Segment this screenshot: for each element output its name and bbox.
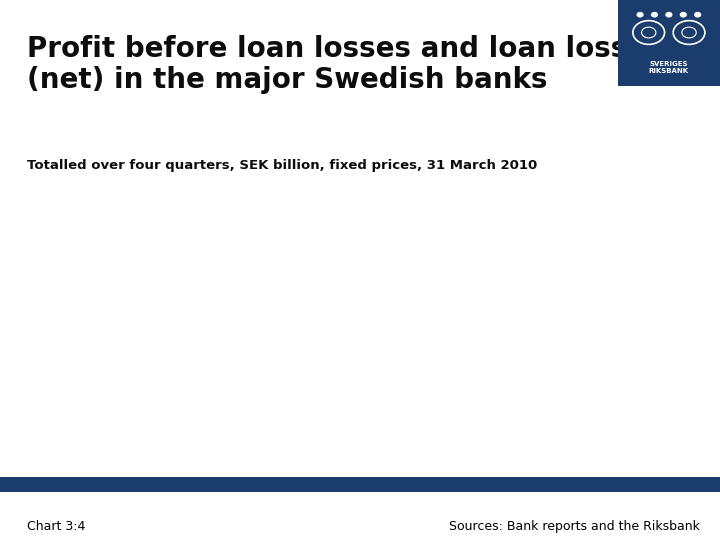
Circle shape (666, 12, 672, 17)
Circle shape (680, 12, 686, 17)
Text: Profit before loan losses and loan losses
(net) in the major Swedish banks: Profit before loan losses and loan losse… (27, 35, 663, 94)
Text: Sources: Bank reports and the Riksbank: Sources: Bank reports and the Riksbank (449, 520, 700, 533)
Bar (0, 477, 720, 492)
Circle shape (652, 12, 657, 17)
Text: Totalled over four quarters, SEK billion, fixed prices, 31 March 2010: Totalled over four quarters, SEK billion… (27, 159, 538, 172)
Circle shape (637, 12, 643, 17)
Text: SVERIGES
RIKSBANK: SVERIGES RIKSBANK (649, 61, 689, 74)
Text: Chart 3:4: Chart 3:4 (27, 520, 86, 533)
Circle shape (695, 12, 701, 17)
Bar (618, 0, 720, 86)
